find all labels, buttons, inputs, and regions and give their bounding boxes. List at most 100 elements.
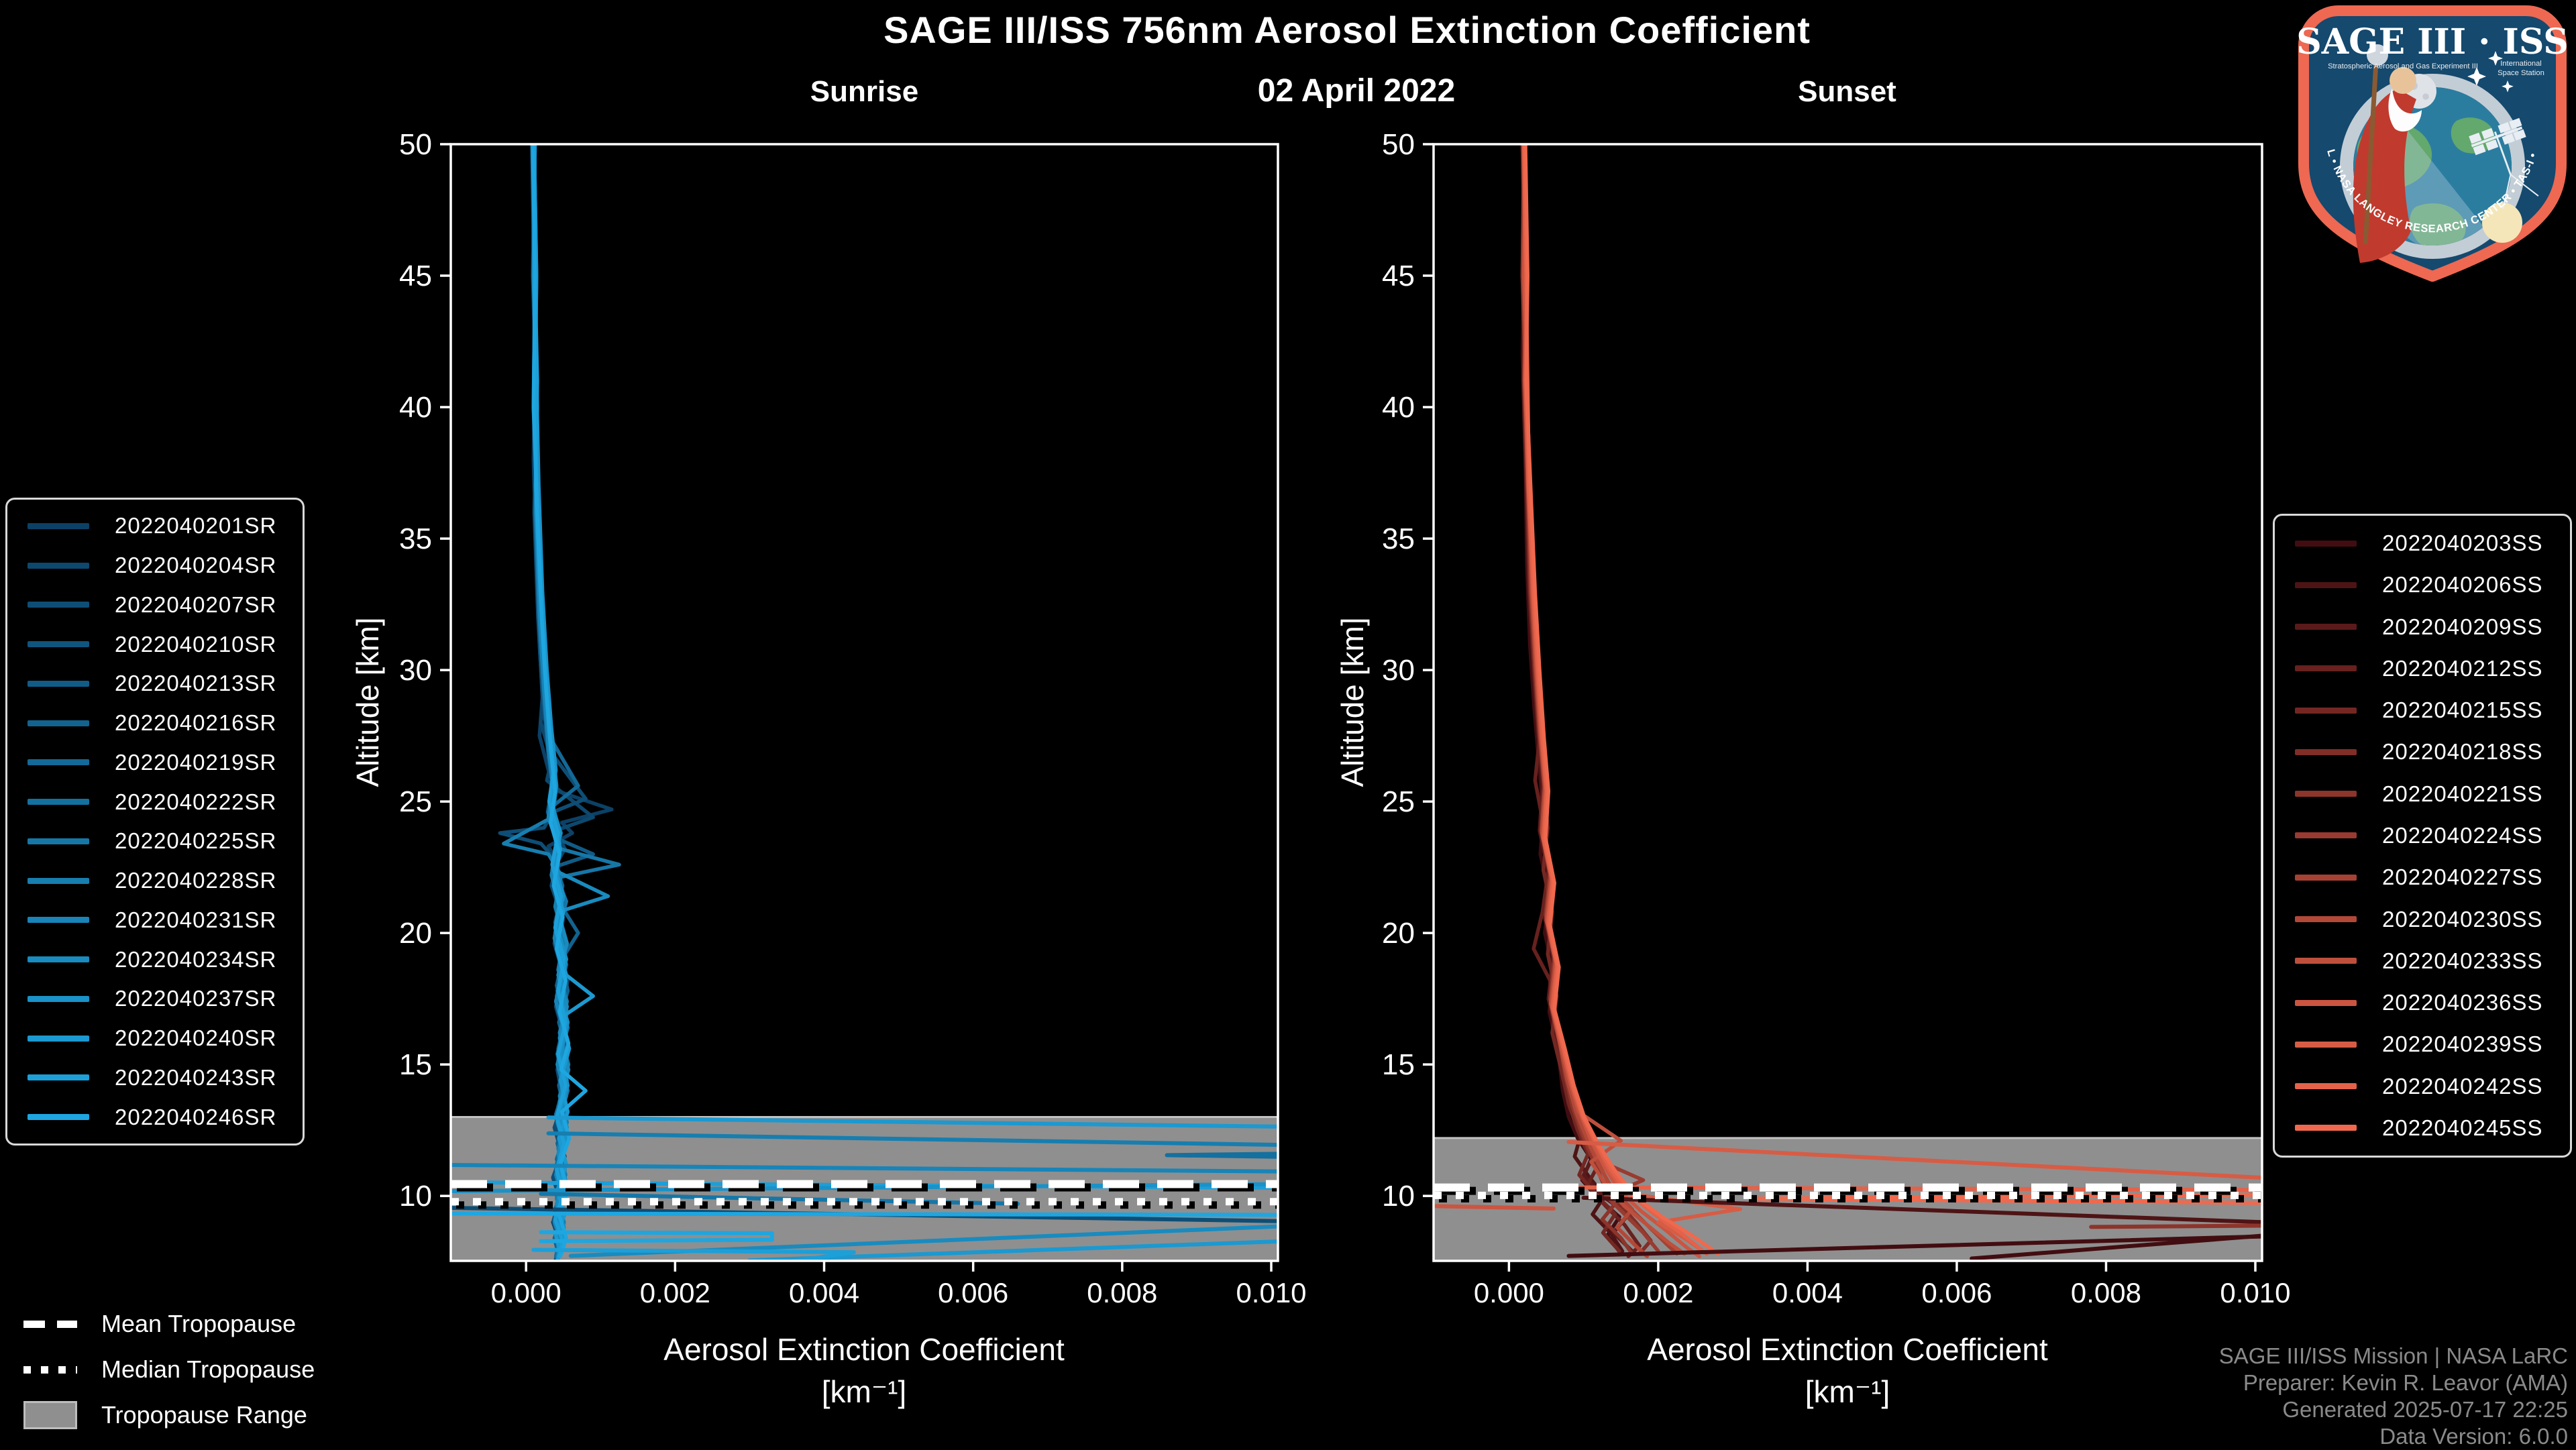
legend-item-label: 2022040210SR	[115, 631, 277, 657]
y-axis-label-sunset: Altitude [km]	[1335, 617, 1370, 787]
y-tick-label: 40	[1382, 391, 1415, 424]
legend-item-label: 2022040231SR	[115, 907, 277, 932]
legend-item: 2022040204SR	[18, 553, 292, 578]
legend-item-label: 2022040213SR	[115, 671, 277, 696]
legend-item-label: 2022040215SS	[2382, 698, 2543, 723]
legend-item: 2022040203SS	[2286, 531, 2559, 556]
y-tick-label: 45	[1382, 260, 1415, 292]
legend-line-swatch	[2295, 540, 2357, 547]
axes-frame	[1432, 143, 2263, 1262]
legend-item-label: 2022040240SR	[115, 1025, 277, 1051]
legend-item-label: 2022040207SR	[115, 592, 277, 617]
attribution-data-version: Data Version: 6.0.0	[2379, 1424, 2568, 1449]
y-tick-label: 10	[1382, 1180, 1415, 1213]
cloud-segment-sunrise-11	[747, 1239, 1278, 1261]
logo-title: SAGE III · ISS	[2298, 21, 2567, 62]
x-axis-units-sunset: [km⁻¹]	[1805, 1374, 1890, 1409]
tropopause-range-legend-item: Tropopause Range	[23, 1400, 315, 1430]
legend-item-label: 2022040206SS	[2382, 572, 2543, 598]
legend-item: 2022040215SS	[2286, 698, 2559, 723]
plot-area-sunrise	[451, 144, 1278, 1261]
legend-item-label: 2022040243SR	[115, 1064, 277, 1090]
profile-2022040227SS	[1522, 144, 1679, 1256]
legend-item-label: 2022040233SS	[2382, 948, 2543, 973]
cloud-segment-sunset-4	[2089, 1223, 2262, 1229]
legend-item: 2022040245SS	[2286, 1115, 2559, 1141]
y-axis-label-sunrise: Altitude [km]	[350, 617, 385, 787]
logo-subtitle-left: Stratospheric Aerosol and Gas Experiment…	[2328, 62, 2478, 70]
legend-line-swatch	[2295, 624, 2357, 630]
x-tick-label: 0.002	[640, 1277, 710, 1308]
legend-line-swatch	[2295, 1083, 2357, 1090]
cloud-segment-sunrise-8	[451, 1211, 1278, 1217]
x-axis-units-sunrise: [km⁻¹]	[821, 1374, 907, 1409]
profile-2022040216SR	[531, 144, 580, 1259]
legend-line-swatch	[28, 877, 89, 884]
mean-tropopause-label: Mean Tropopause	[101, 1310, 297, 1337]
legend-item: 2022040213SR	[18, 671, 292, 696]
legend-item-label: 2022040224SS	[2382, 822, 2543, 848]
x-tick-label: 0.008	[1087, 1277, 1157, 1308]
legend-item-label: 2022040212SS	[2382, 655, 2543, 681]
y-tick-label: 25	[1382, 785, 1415, 818]
y-tick-label: 30	[1382, 654, 1415, 687]
axes-frame	[449, 143, 1279, 1262]
y-tick-label: 15	[399, 1048, 432, 1081]
legend-item: 2022040218SS	[2286, 739, 2559, 765]
cloud-segment-sunrise-0	[546, 1115, 1278, 1129]
cloud-segment-sunset-7	[1434, 1204, 1556, 1211]
y-tick-label: 30	[399, 654, 432, 687]
page-title: SAGE III/ISS 756nm Aerosol Extinction Co…	[883, 9, 1811, 51]
legend-item: 2022040233SS	[2286, 948, 2559, 974]
x-axis-label-sunrise: Aerosol Extinction Coefficient	[663, 1332, 1065, 1367]
legend-line-swatch	[28, 799, 89, 805]
x-tick-label: 0.006	[938, 1277, 1008, 1308]
x-tick-label: 0.002	[1623, 1277, 1693, 1308]
y-tick-label: 15	[1382, 1048, 1415, 1081]
y-tick-label: 40	[399, 391, 432, 424]
legend-item: 2022040224SS	[2286, 823, 2559, 848]
legend-item: 2022040212SS	[2286, 656, 2559, 681]
mean-tropopause-legend-item: Mean Tropopause	[23, 1309, 315, 1339]
legend-item: 2022040236SS	[2286, 990, 2559, 1015]
legend-line-swatch	[28, 917, 89, 924]
legend-item-label: 2022040236SS	[2382, 990, 2543, 1015]
cloud-segment-sunrise-12	[531, 1247, 856, 1261]
legend-line-swatch	[2295, 874, 2357, 881]
logo-stars	[2467, 51, 2514, 93]
y-tick-label: 20	[1382, 917, 1415, 950]
legend-item-label: 2022040216SR	[115, 710, 277, 736]
y-tick-label: 45	[399, 260, 432, 292]
legend-item-label: 2022040246SR	[115, 1104, 277, 1129]
logo-subtitle-right-2: Space Station	[2498, 69, 2544, 77]
legend-line-swatch	[28, 562, 89, 569]
legend-line-swatch	[2295, 581, 2357, 588]
legend-item-label: 2022040201SR	[115, 513, 277, 539]
legend-item-label: 2022040203SS	[2382, 531, 2543, 556]
legend-item: 2022040237SR	[18, 986, 292, 1011]
legend-item: 2022040228SR	[18, 868, 292, 893]
logo-sun	[2482, 203, 2522, 243]
legend-line-swatch	[2295, 665, 2357, 672]
profile-2022040245SS	[1523, 144, 1720, 1256]
legend-item-label: 2022040237SR	[115, 986, 277, 1011]
legend-item: 2022040206SS	[2286, 572, 2559, 598]
sage-iii-iss-logo: SAGE III · ISS Stratospheric Aerosol and…	[2298, 5, 2567, 282]
legend-item: 2022040231SR	[18, 907, 292, 933]
legend-line-swatch	[2295, 791, 2357, 797]
legend-item: 2022040230SS	[2286, 907, 2559, 932]
y-tick-label: 10	[399, 1180, 432, 1213]
profile-2022040242SS	[1521, 144, 1705, 1253]
legend-line-swatch	[28, 1035, 89, 1042]
tropopause-legend: Mean Tropopause Median Tropopause Tropop…	[23, 1309, 315, 1430]
median-tropopause-legend-item: Median Tropopause	[23, 1355, 315, 1384]
y-tick-label: 20	[399, 917, 432, 950]
legend-item: 2022040210SR	[18, 632, 292, 657]
legend-item: 2022040216SR	[18, 710, 292, 736]
x-tick-label: 0.004	[1772, 1277, 1843, 1308]
cloud-segment-sunrise-2	[1165, 1152, 1278, 1159]
legend-line-swatch	[28, 956, 89, 963]
median-tropopause-line-swatch	[23, 1365, 77, 1374]
logo-iss	[2469, 117, 2539, 209]
legend-item: 2022040225SR	[18, 828, 292, 854]
